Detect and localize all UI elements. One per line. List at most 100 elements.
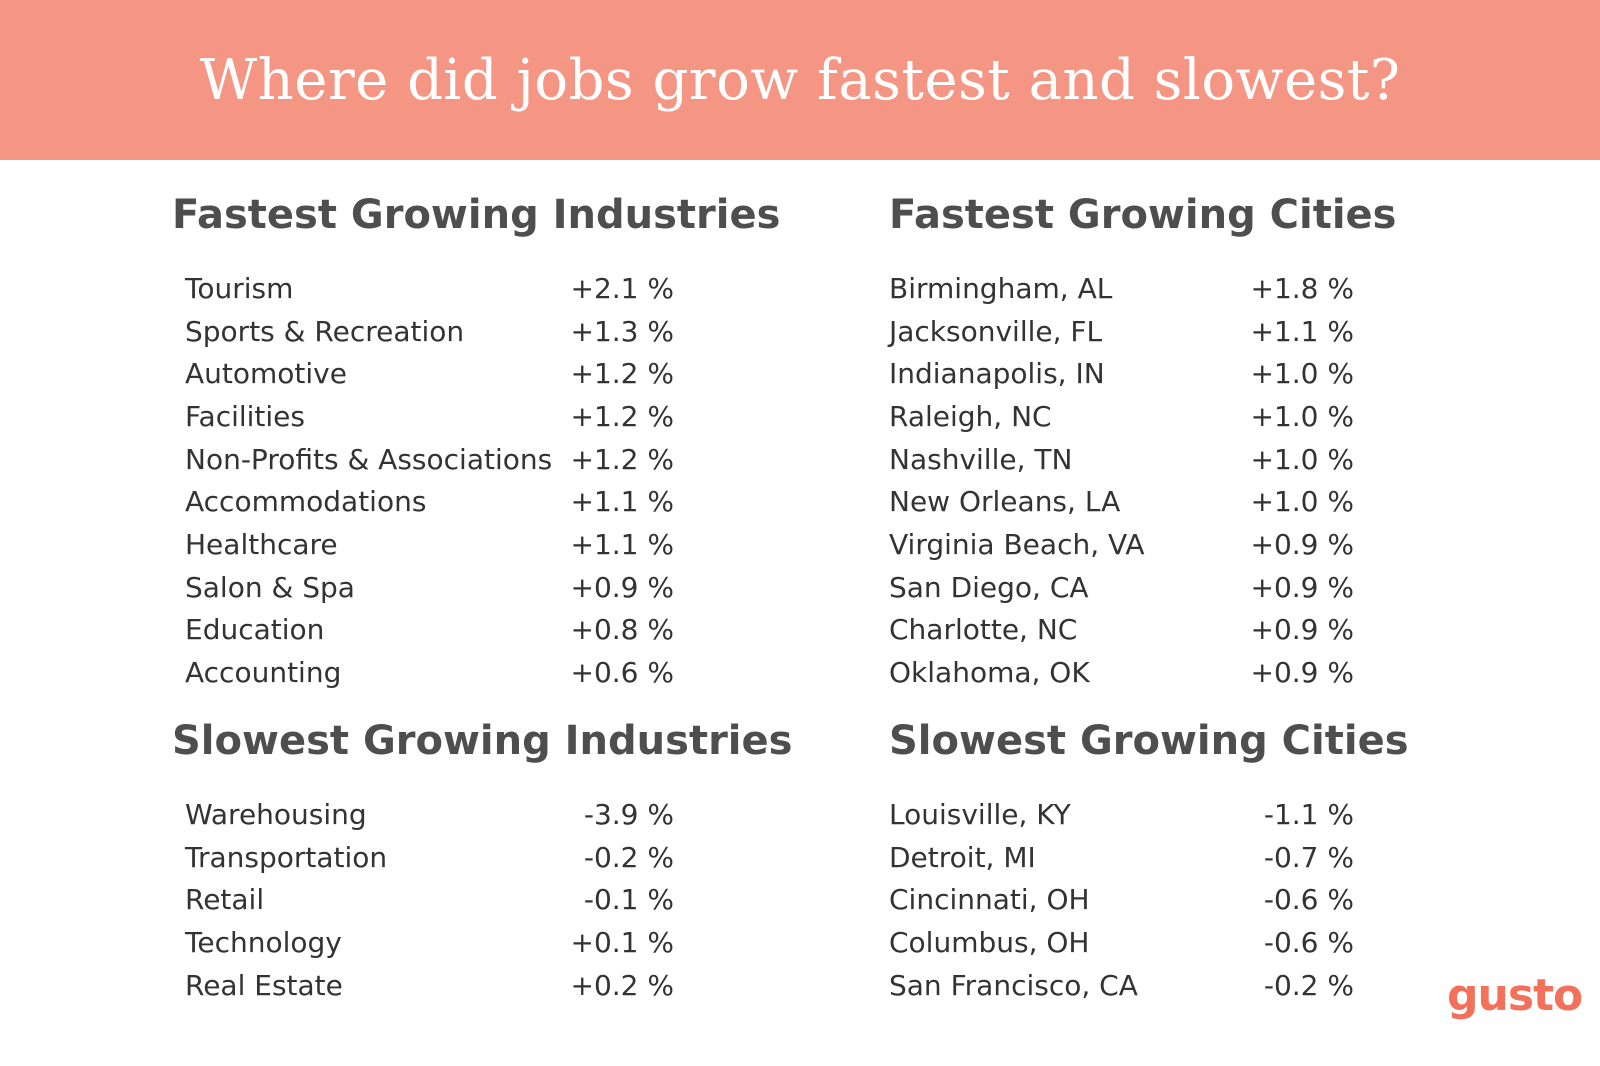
row-value: +0.6 %	[570, 656, 675, 690]
list-item: Nashville, TN +1.0 %	[889, 438, 1354, 481]
row-label: New Orleans, LA	[889, 485, 1121, 519]
row-label: Healthcare	[185, 527, 338, 561]
list-item: San Diego, CA +0.9 %	[889, 566, 1354, 609]
row-label: Facilities	[185, 399, 305, 433]
row-value: +1.8 %	[1250, 271, 1355, 305]
row-label: Indianapolis, IN	[889, 357, 1105, 391]
row-label: Cincinnati, OH	[889, 883, 1090, 917]
list-item: Raleigh, NC +1.0 %	[889, 395, 1354, 438]
row-label: Retail	[185, 883, 265, 917]
row-value: +1.2 %	[570, 357, 675, 391]
row-value: +0.9 %	[1250, 656, 1355, 690]
list-item: Accommodations +1.1 %	[185, 480, 674, 523]
row-label: Birmingham, AL	[889, 271, 1113, 305]
list-item: Sports & Recreation +1.3 %	[185, 310, 674, 353]
list-item: Technology +0.1 %	[185, 921, 674, 964]
row-value: -1.1 %	[1263, 797, 1354, 831]
list-item: Non-Profits & Associations +1.2 %	[185, 438, 674, 481]
row-label: Tourism	[185, 271, 294, 305]
list-item: Education +0.8 %	[185, 609, 674, 652]
row-value: +1.1 %	[1250, 314, 1355, 348]
row-value: +0.1 %	[570, 925, 675, 959]
row-label: Nashville, TN	[889, 442, 1073, 476]
row-value: -0.2 %	[583, 840, 674, 874]
row-label: Technology	[185, 925, 342, 959]
row-value: +1.0 %	[1250, 442, 1355, 476]
row-value: +0.2 %	[570, 968, 675, 1002]
list-item: Tourism +2.1 %	[185, 267, 674, 310]
section-title: Slowest Growing Industries	[172, 718, 793, 764]
list-item: Detroit, MI -0.7 %	[889, 836, 1354, 879]
row-value: +0.9 %	[570, 570, 675, 604]
row-label: Accommodations	[185, 485, 427, 519]
row-label: San Diego, CA	[889, 570, 1089, 604]
slowest-cities-list: Louisville, KY -1.1 % Detroit, MI -0.7 % C…	[889, 793, 1354, 1006]
list-item: Oklahoma, OK +0.9 %	[889, 651, 1354, 694]
row-label: Oklahoma, OK	[889, 656, 1090, 690]
row-value: -0.1 %	[583, 883, 674, 917]
fastest-cities-section: Fastest Growing Cities Birmingham, AL +1.…	[889, 189, 1397, 694]
row-label: Accounting	[185, 656, 342, 690]
fastest-industries-section: Fastest Growing Industries Tourism +2.1 %…	[172, 189, 781, 694]
row-label: Detroit, MI	[889, 840, 1036, 874]
list-item: Louisville, KY -1.1 %	[889, 793, 1354, 836]
row-label: Salon & Spa	[185, 570, 355, 604]
row-value: +1.3 %	[570, 314, 675, 348]
fastest-cities-list: Birmingham, AL +1.8 % Jacksonville, FL +1.…	[889, 267, 1354, 694]
list-item: New Orleans, LA +1.0 %	[889, 480, 1354, 523]
list-item: Accounting +0.6 %	[185, 651, 674, 694]
row-value: +0.9 %	[1250, 570, 1355, 604]
row-value: -0.6 %	[1263, 925, 1354, 959]
row-value: +0.8 %	[570, 613, 675, 647]
row-value: +0.9 %	[1250, 527, 1355, 561]
row-label: Jacksonville, FL	[889, 314, 1103, 348]
row-value: -0.2 %	[1263, 968, 1354, 1002]
slowest-cities-section: Slowest Growing Cities Louisville, KY -1.…	[889, 715, 1409, 1006]
row-label: Raleigh, NC	[889, 399, 1052, 433]
row-label: Louisville, KY	[889, 797, 1071, 831]
row-value: +1.1 %	[570, 527, 675, 561]
list-item: Transportation -0.2 %	[185, 836, 674, 879]
list-item: Virginia Beach, VA +0.9 %	[889, 523, 1354, 566]
row-value: -0.7 %	[1263, 840, 1354, 874]
section-title: Fastest Growing Industries	[172, 192, 781, 238]
row-label: San Francisco, CA	[889, 968, 1138, 1002]
row-label: Automotive	[185, 357, 347, 391]
row-label: Columbus, OH	[889, 925, 1090, 959]
row-value: -3.9 %	[583, 797, 674, 831]
gusto-logo: gusto	[1447, 970, 1583, 1021]
row-label: Real Estate	[185, 968, 343, 1002]
row-value: +1.0 %	[1250, 357, 1355, 391]
row-label: Sports & Recreation	[185, 314, 465, 348]
list-item: Salon & Spa +0.9 %	[185, 566, 674, 609]
list-item: Columbus, OH -0.6 %	[889, 921, 1354, 964]
list-item: Real Estate +0.2 %	[185, 964, 674, 1007]
section-title: Slowest Growing Cities	[889, 718, 1409, 764]
row-label: Education	[185, 613, 325, 647]
list-item: Warehousing -3.9 %	[185, 793, 674, 836]
slowest-industries-list: Warehousing -3.9 % Transportation -0.2 % R…	[172, 793, 674, 1006]
fastest-industries-list: Tourism +2.1 % Sports & Recreation +1.3 % …	[172, 267, 674, 694]
row-value: +1.0 %	[1250, 399, 1355, 433]
list-item: Automotive +1.2 %	[185, 352, 674, 395]
list-item: Birmingham, AL +1.8 %	[889, 267, 1354, 310]
row-label: Warehousing	[185, 797, 367, 831]
section-title: Fastest Growing Cities	[889, 192, 1397, 238]
row-value: -0.6 %	[1263, 883, 1354, 917]
list-item: Healthcare +1.1 %	[185, 523, 674, 566]
page-title: Where did jobs grow fastest and slowest?	[199, 47, 1401, 113]
list-item: Retail -0.1 %	[185, 878, 674, 921]
row-label: Charlotte, NC	[889, 613, 1078, 647]
list-item: Jacksonville, FL +1.1 %	[889, 310, 1354, 353]
row-value: +2.1 %	[570, 271, 675, 305]
slowest-industries-section: Slowest Growing Industries Warehousing -3…	[172, 715, 793, 1006]
row-value: +0.9 %	[1250, 613, 1355, 647]
list-item: Cincinnati, OH -0.6 %	[889, 878, 1354, 921]
header-banner: Where did jobs grow fastest and slowest?	[0, 0, 1600, 160]
row-value: +1.1 %	[570, 485, 675, 519]
list-item: Charlotte, NC +0.9 %	[889, 609, 1354, 652]
row-value: +1.2 %	[570, 399, 675, 433]
row-label: Transportation	[185, 840, 388, 874]
list-item: San Francisco, CA -0.2 %	[889, 964, 1354, 1007]
row-label: Virginia Beach, VA	[889, 527, 1145, 561]
